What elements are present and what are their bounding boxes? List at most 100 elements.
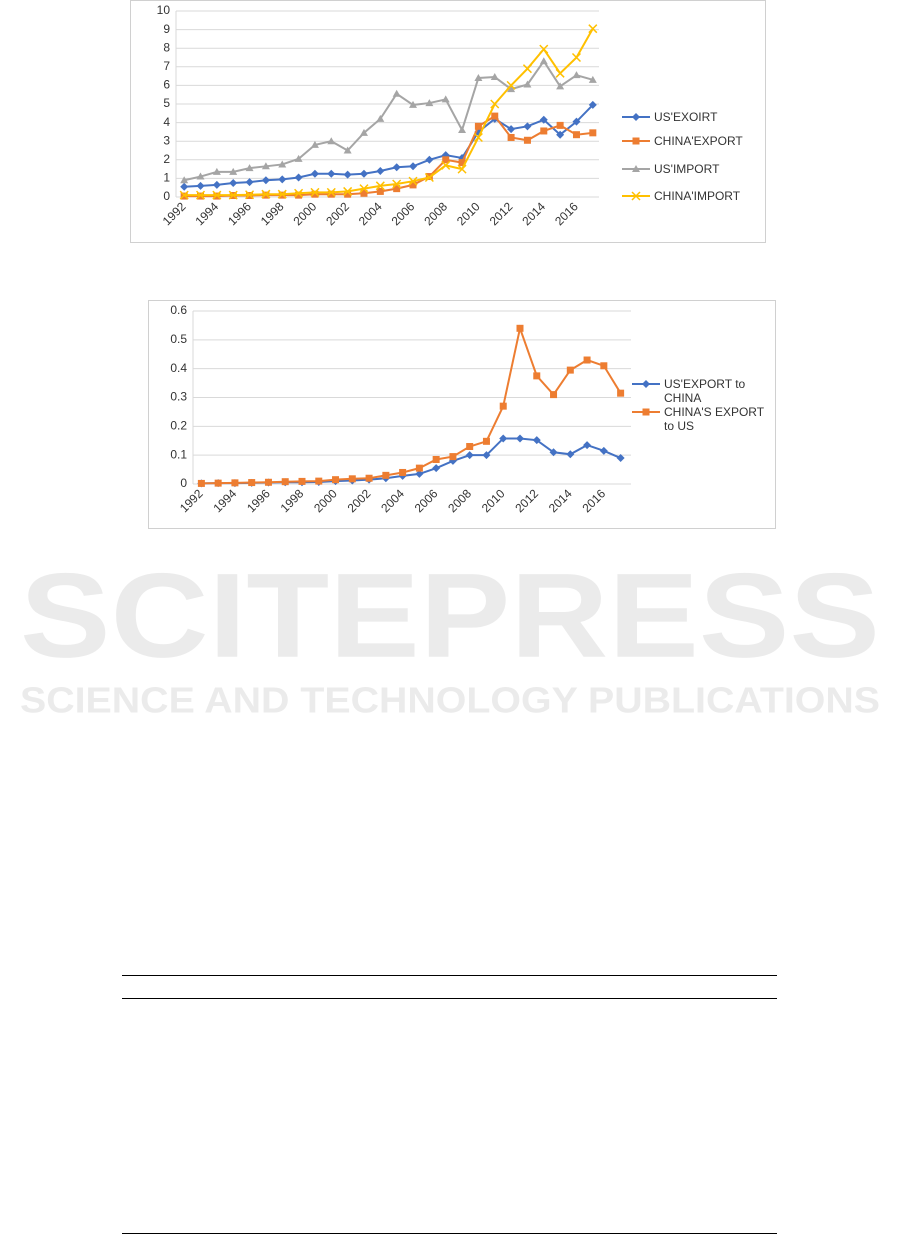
x-tick-label: 2014 xyxy=(546,486,575,515)
marker xyxy=(583,356,591,364)
legend-label: CHINA'EXPORT xyxy=(654,134,743,148)
marker xyxy=(571,52,582,63)
marker xyxy=(458,159,466,167)
marker xyxy=(572,117,581,126)
x-tick-label: 2004 xyxy=(378,486,407,515)
marker xyxy=(294,188,304,198)
marker xyxy=(295,191,303,199)
legend-label: CHINA'S EXPORT to US xyxy=(664,405,764,433)
series-line xyxy=(201,324,622,485)
marker xyxy=(229,179,238,188)
marker xyxy=(600,362,608,370)
marker xyxy=(343,170,352,179)
marker xyxy=(409,181,417,189)
marker xyxy=(473,132,483,143)
y-tick-label: 8 xyxy=(163,40,170,54)
marker xyxy=(332,476,340,484)
marker xyxy=(588,100,597,109)
marker xyxy=(556,82,565,90)
marker xyxy=(540,127,548,135)
x-tick-label: 2016 xyxy=(552,199,581,228)
marker xyxy=(539,57,548,65)
marker xyxy=(556,130,565,139)
marker xyxy=(348,475,356,483)
marker xyxy=(533,372,541,380)
y-tick-label: 1 xyxy=(163,171,170,185)
marker xyxy=(278,160,287,168)
marker xyxy=(482,437,490,445)
marker xyxy=(196,172,205,180)
marker xyxy=(343,186,353,196)
marker xyxy=(425,155,434,164)
marker xyxy=(549,448,558,457)
x-tick-label: 2000 xyxy=(311,486,340,515)
x-tick-label: 2008 xyxy=(445,486,474,515)
series-line xyxy=(183,59,594,182)
marker xyxy=(632,165,640,172)
marker xyxy=(392,163,401,172)
chart-frame: 0 0.1 0.2 0.3 0.4 0.5 0.6 1992 1994 1996 1998 2000 2… xyxy=(148,300,776,529)
x-tick-label: 1992 xyxy=(160,199,189,228)
marker xyxy=(261,162,270,170)
x-tick-label: 2012 xyxy=(487,199,516,228)
marker xyxy=(572,131,580,139)
x-tick-label: 2006 xyxy=(412,486,441,515)
marker xyxy=(632,137,640,145)
marker xyxy=(507,85,516,93)
marker xyxy=(359,169,368,178)
marker xyxy=(261,189,271,199)
marker xyxy=(376,114,385,122)
marker xyxy=(277,189,287,199)
marker xyxy=(360,189,368,197)
marker xyxy=(506,80,516,90)
marker xyxy=(507,125,516,134)
marker xyxy=(642,380,650,388)
x-tick-label: 2012 xyxy=(512,486,541,515)
y-tick-label: 2 xyxy=(163,152,170,166)
marker xyxy=(507,133,515,141)
x-tick-label: 2002 xyxy=(345,486,374,515)
marker xyxy=(490,99,500,109)
marker xyxy=(315,477,323,485)
y-tick-label: 9 xyxy=(163,22,170,36)
marker xyxy=(642,408,650,416)
y-tick-label: 7 xyxy=(163,59,170,73)
table-rule xyxy=(122,1233,777,1234)
marker xyxy=(539,44,549,54)
marker xyxy=(617,389,625,397)
x-tick-label: 1996 xyxy=(225,199,254,228)
series-line xyxy=(184,104,594,188)
marker xyxy=(555,68,565,78)
marker xyxy=(490,73,499,81)
marker xyxy=(589,129,597,137)
x-tick-label: 2002 xyxy=(323,199,352,228)
marker xyxy=(482,451,491,460)
marker xyxy=(343,146,352,154)
marker xyxy=(375,181,385,191)
chart: 0 1 2 3 4 5 6 7 8 9 10 1992 1994 1996 1998 2000 2002 2004… xyxy=(157,3,650,228)
x-tick-label: 2008 xyxy=(421,199,450,228)
x-tick-label: 2014 xyxy=(519,199,548,228)
marker xyxy=(588,75,597,83)
marker xyxy=(523,80,532,88)
marker xyxy=(572,71,581,79)
marker xyxy=(326,187,336,197)
marker xyxy=(408,176,418,186)
marker xyxy=(616,454,625,463)
marker xyxy=(523,136,531,144)
marker xyxy=(399,468,407,476)
y-tick-label: 6 xyxy=(163,78,170,92)
y-tick-label: 10 xyxy=(157,3,171,17)
marker xyxy=(212,180,221,189)
y-tick-label: 0.3 xyxy=(170,390,187,404)
marker xyxy=(499,402,507,410)
marker xyxy=(214,479,222,487)
marker xyxy=(457,164,467,174)
series-line xyxy=(201,437,622,485)
y-tick-label: 0.6 xyxy=(170,303,187,317)
table-rule xyxy=(122,975,777,976)
marker xyxy=(392,89,401,97)
x-tick-label: 1992 xyxy=(177,486,206,515)
x-tick-label: 2010 xyxy=(454,199,483,228)
